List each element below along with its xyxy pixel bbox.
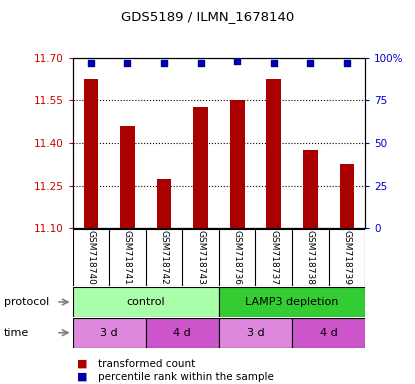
Text: percentile rank within the sample: percentile rank within the sample [98, 372, 273, 382]
Text: GSM718738: GSM718738 [306, 230, 315, 285]
Bar [292, 318, 365, 348]
Text: protocol: protocol [4, 297, 49, 307]
Text: GSM718742: GSM718742 [159, 230, 168, 285]
Text: GDS5189 / ILMN_1678140: GDS5189 / ILMN_1678140 [121, 10, 294, 23]
Text: GSM718743: GSM718743 [196, 230, 205, 285]
Bar [219, 287, 365, 317]
Text: transformed count: transformed count [98, 359, 195, 369]
Point [197, 60, 204, 66]
Point [271, 60, 277, 66]
Point [161, 60, 167, 66]
Point [88, 60, 94, 66]
Text: 3 d: 3 d [247, 328, 264, 338]
Text: 3 d: 3 d [100, 328, 118, 338]
Bar [303, 150, 317, 228]
Text: ■: ■ [77, 372, 87, 382]
Text: control: control [127, 297, 165, 307]
Text: ■: ■ [77, 359, 87, 369]
Text: GSM718741: GSM718741 [123, 230, 132, 285]
Text: time: time [4, 328, 29, 338]
Text: GSM718739: GSM718739 [342, 230, 352, 285]
Text: 4 d: 4 d [320, 328, 337, 338]
Bar [230, 100, 244, 228]
Text: LAMP3 depletion: LAMP3 depletion [245, 297, 339, 307]
Bar [193, 108, 208, 228]
Text: GSM718740: GSM718740 [86, 230, 95, 285]
Bar [73, 287, 219, 317]
Bar [219, 318, 292, 348]
Bar [83, 79, 98, 228]
Text: GSM718736: GSM718736 [233, 230, 242, 285]
Bar [73, 318, 146, 348]
Bar [120, 126, 135, 228]
Point [234, 58, 241, 64]
Bar [339, 164, 354, 228]
Text: 4 d: 4 d [173, 328, 191, 338]
Bar [146, 318, 219, 348]
Bar [266, 79, 281, 228]
Bar [157, 179, 171, 228]
Point [344, 60, 350, 66]
Text: GSM718737: GSM718737 [269, 230, 278, 285]
Point [307, 60, 314, 66]
Point [124, 60, 131, 66]
